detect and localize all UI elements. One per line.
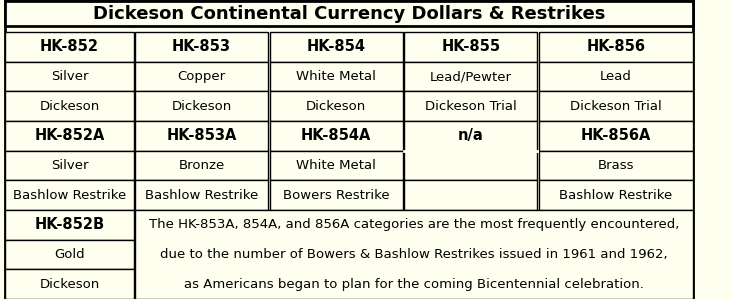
FancyBboxPatch shape: [539, 91, 692, 121]
Text: HK-852B: HK-852B: [34, 217, 105, 232]
Text: as Americans began to plan for the coming Bicentennial celebration.: as Americans began to plan for the comin…: [184, 278, 644, 291]
Text: Gold: Gold: [54, 248, 85, 261]
FancyBboxPatch shape: [539, 180, 692, 210]
Text: Silver: Silver: [51, 159, 89, 172]
FancyBboxPatch shape: [5, 121, 134, 151]
FancyBboxPatch shape: [5, 151, 134, 180]
Text: Dickeson Trial: Dickeson Trial: [425, 100, 517, 113]
Text: Lead: Lead: [600, 70, 632, 83]
Text: due to the number of Bowers & Bashlow Restrikes issued in 1961 and 1962,: due to the number of Bowers & Bashlow Re…: [160, 248, 668, 261]
Text: Dickeson: Dickeson: [40, 100, 100, 113]
Text: White Metal: White Metal: [296, 159, 376, 172]
FancyBboxPatch shape: [5, 269, 134, 299]
FancyBboxPatch shape: [404, 32, 537, 62]
FancyBboxPatch shape: [5, 1, 692, 26]
FancyBboxPatch shape: [5, 1, 692, 298]
FancyBboxPatch shape: [5, 62, 134, 91]
Text: HK-852A: HK-852A: [34, 128, 105, 143]
FancyBboxPatch shape: [539, 62, 692, 91]
Text: Brass: Brass: [597, 159, 634, 172]
Text: Dickeson: Dickeson: [306, 100, 366, 113]
FancyBboxPatch shape: [539, 121, 692, 151]
Text: Bashlow Restrike: Bashlow Restrike: [145, 189, 258, 202]
Text: Bronze: Bronze: [179, 159, 225, 172]
Text: HK-852: HK-852: [40, 39, 99, 54]
Text: The HK-853A, 854A, and 856A categories are the most frequently encountered,: The HK-853A, 854A, and 856A categories a…: [149, 218, 679, 231]
FancyBboxPatch shape: [135, 210, 692, 299]
FancyBboxPatch shape: [135, 91, 268, 121]
Text: Dickeson: Dickeson: [40, 278, 100, 291]
Text: Bashlow Restrike: Bashlow Restrike: [559, 189, 673, 202]
Text: HK-855: HK-855: [441, 39, 500, 54]
Text: HK-854A: HK-854A: [301, 128, 371, 143]
FancyBboxPatch shape: [5, 91, 134, 121]
FancyBboxPatch shape: [135, 62, 268, 91]
FancyBboxPatch shape: [5, 240, 134, 269]
Text: HK-854: HK-854: [307, 39, 366, 54]
FancyBboxPatch shape: [404, 62, 537, 91]
FancyBboxPatch shape: [269, 91, 403, 121]
FancyBboxPatch shape: [5, 180, 134, 210]
FancyBboxPatch shape: [135, 151, 268, 180]
Text: HK-856A: HK-856A: [580, 128, 651, 143]
FancyBboxPatch shape: [135, 121, 268, 151]
FancyBboxPatch shape: [269, 62, 403, 91]
FancyBboxPatch shape: [269, 32, 403, 62]
Text: Dickeson Trial: Dickeson Trial: [570, 100, 662, 113]
Text: Dickeson Continental Currency Dollars & Restrikes: Dickeson Continental Currency Dollars & …: [93, 5, 605, 23]
Text: HK-856: HK-856: [586, 39, 646, 54]
Text: Copper: Copper: [178, 70, 225, 83]
Text: Silver: Silver: [51, 70, 89, 83]
FancyBboxPatch shape: [404, 121, 537, 151]
Text: Lead/Pewter: Lead/Pewter: [430, 70, 512, 83]
FancyBboxPatch shape: [135, 32, 268, 62]
Text: White Metal: White Metal: [296, 70, 376, 83]
FancyBboxPatch shape: [539, 151, 692, 180]
Text: Dickeson: Dickeson: [171, 100, 232, 113]
FancyBboxPatch shape: [5, 32, 134, 62]
FancyBboxPatch shape: [539, 32, 692, 62]
Text: Bowers Restrike: Bowers Restrike: [283, 189, 389, 202]
FancyBboxPatch shape: [269, 180, 403, 210]
FancyBboxPatch shape: [5, 210, 134, 240]
FancyBboxPatch shape: [404, 180, 537, 210]
Text: HK-853A: HK-853A: [166, 128, 237, 143]
FancyBboxPatch shape: [269, 121, 403, 151]
Text: Bashlow Restrike: Bashlow Restrike: [13, 189, 126, 202]
Text: HK-853: HK-853: [172, 39, 231, 54]
FancyBboxPatch shape: [404, 91, 537, 121]
FancyBboxPatch shape: [135, 180, 268, 210]
FancyBboxPatch shape: [269, 151, 403, 180]
Text: n/a: n/a: [458, 128, 484, 143]
FancyBboxPatch shape: [404, 151, 537, 180]
